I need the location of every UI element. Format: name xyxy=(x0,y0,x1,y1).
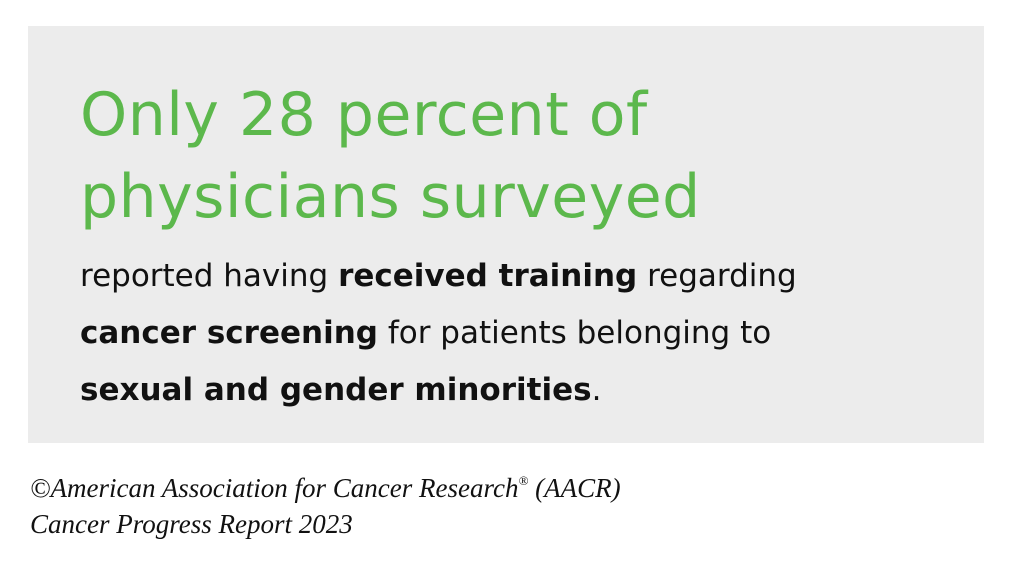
body-line: cancer screening for patients belonging … xyxy=(80,305,797,362)
text: ©American Association for Cancer Researc… xyxy=(30,473,519,503)
text: . xyxy=(591,372,602,408)
footer-line: ©American Association for Cancer Researc… xyxy=(30,470,621,506)
body-text: reported having received training regard… xyxy=(80,248,797,419)
text: Cancer Progress Report 2023 xyxy=(30,509,353,539)
bold-text: cancer screening xyxy=(80,315,378,351)
headline-line: Only 28 percent of xyxy=(80,80,648,150)
registered-mark: ® xyxy=(518,473,529,488)
body-line: reported having received training regard… xyxy=(80,248,797,305)
headline: Only 28 percent of physicians surveyed xyxy=(80,74,701,238)
text: for patients belonging to xyxy=(377,315,772,351)
callout-box: Only 28 percent of physicians surveyed re… xyxy=(28,26,984,443)
text: regarding xyxy=(637,258,797,294)
headline-line: physicians surveyed xyxy=(80,162,701,232)
footer: ©American Association for Cancer Researc… xyxy=(30,470,621,542)
footer-line: Cancer Progress Report 2023 xyxy=(30,506,621,542)
bold-text: received training xyxy=(338,258,638,294)
body-line: sexual and gender minorities. xyxy=(80,362,797,419)
text: reported having xyxy=(80,258,339,294)
bold-text: sexual and gender minorities xyxy=(80,372,592,408)
text: (AACR) xyxy=(528,473,621,503)
